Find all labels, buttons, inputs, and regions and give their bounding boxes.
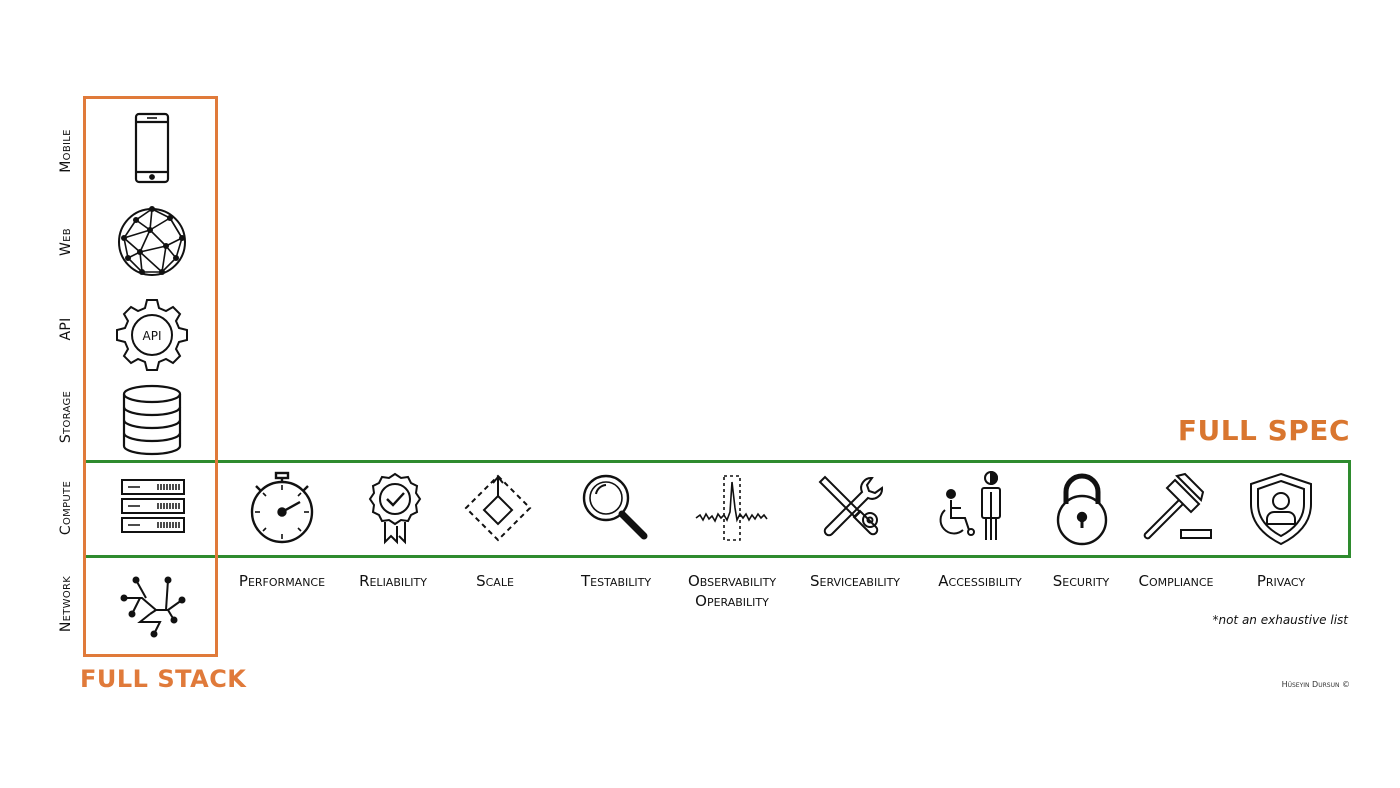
attr-label-observability: Observability Operability	[652, 571, 812, 611]
badge-check-icon	[355, 468, 435, 548]
attr-label-compliance: Compliance	[1138, 572, 1214, 590]
magnifier-icon	[574, 468, 654, 548]
attr-label-observability-line1: Observability	[687, 572, 777, 590]
network-graph-icon	[110, 570, 194, 650]
smartphone-icon	[110, 110, 194, 190]
attr-label-testability: Testability	[580, 572, 652, 590]
attr-label-operability-line2: Operability	[695, 592, 769, 610]
globe-mesh-icon	[110, 202, 194, 282]
gavel-icon	[1137, 468, 1217, 548]
exhaustive-list-note: *not an exhaustive list	[1212, 613, 1348, 627]
api-icon-text: API	[143, 329, 162, 343]
attr-label-privacy: Privacy	[1256, 572, 1306, 590]
tools-icon	[810, 468, 890, 548]
attr-label-performance: Performance	[238, 572, 326, 590]
attr-label-security: Security	[1052, 572, 1110, 590]
author-credit: Hüseyin Dursun ©	[1281, 680, 1350, 689]
attr-label-serviceability: Serviceability	[809, 572, 901, 590]
full-spec-title: FULL SPEC	[1177, 414, 1350, 447]
padlock-icon	[1042, 468, 1122, 548]
database-icon	[110, 382, 194, 462]
api-gear-icon: API	[110, 295, 194, 375]
wheelchair-person-icon	[935, 468, 1015, 548]
attr-label-reliability: Reliability	[359, 572, 427, 590]
stopwatch-icon	[242, 468, 322, 548]
full-stack-title: FULL STACK	[80, 665, 247, 693]
attr-label-scale: Scale	[476, 572, 514, 590]
signal-spike-icon	[694, 468, 774, 548]
server-icon	[110, 468, 194, 548]
full-stack-box	[83, 96, 218, 657]
shield-user-icon	[1241, 468, 1321, 548]
scale-arrow-icon	[458, 468, 538, 548]
attr-label-accessibility: Accessibility	[938, 572, 1022, 590]
